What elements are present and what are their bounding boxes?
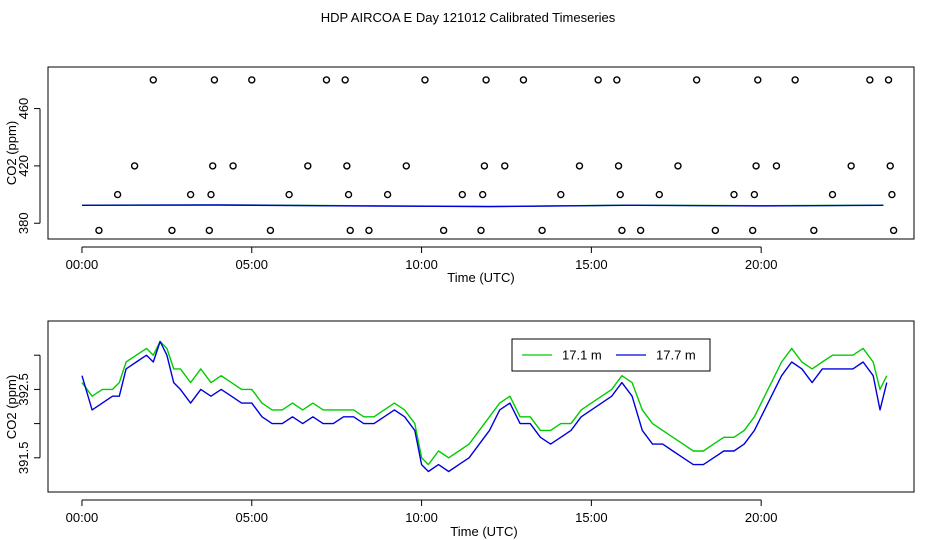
calibration-point: [752, 162, 760, 170]
calibration-point: [285, 190, 293, 199]
bottom-y-tick-label: 391.5: [16, 442, 31, 475]
calibration-point: [772, 162, 781, 170]
top-series-lines: [81, 204, 884, 208]
calibration-point: [95, 226, 103, 235]
calibration-point: [636, 226, 645, 235]
calibration-point: [730, 190, 738, 199]
legend-label-17-1: 17.1 m: [562, 348, 602, 363]
top-x-axis-label: Time (UTC): [447, 270, 514, 285]
calibration-point: [149, 76, 157, 84]
calibration-point: [439, 226, 448, 235]
legend-label-17-7: 17.7 m: [656, 348, 696, 363]
calibration-point: [791, 76, 799, 84]
legend: 17.1 m 17.7 m: [511, 338, 711, 372]
calibration-point: [594, 76, 602, 84]
calibration-point: [229, 162, 237, 170]
top-y-axis: 380 420 460: [16, 98, 41, 234]
bottom-series-lines: [81, 340, 888, 473]
top-y-tick-label: 380: [16, 212, 31, 234]
top-plot-frame: [47, 66, 915, 240]
calibration-point: [810, 226, 818, 235]
calibration-point: [477, 226, 485, 235]
calibration-point: [618, 226, 626, 235]
top-calibration-points: [95, 76, 898, 235]
calibration-point: [205, 226, 214, 235]
top-series-17-7-m: [81, 204, 884, 208]
calibration-point: [480, 162, 489, 170]
bottom-plot-frame: [47, 320, 915, 493]
calibration-point: [458, 190, 467, 199]
bottom-y-axis: 391.5 392.5: [16, 354, 41, 475]
top-x-tick-label: 00:00: [66, 257, 99, 272]
calibration-point: [613, 76, 621, 84]
calibration-point: [248, 76, 256, 84]
calibration-point: [344, 190, 353, 199]
bottom-x-tick-label: 15:00: [575, 510, 608, 525]
calibration-point: [866, 76, 874, 84]
calibration-point: [886, 162, 894, 170]
calibration-point: [346, 226, 354, 235]
calibration-point: [482, 76, 490, 84]
calibration-point: [614, 162, 623, 170]
bottom-x-tick-label: 05:00: [235, 510, 268, 525]
top-y-tick-label: 460: [16, 98, 31, 120]
calibration-point: [266, 226, 275, 235]
bottom-y-tick-label: 392.5: [16, 373, 31, 406]
calibration-point: [168, 226, 176, 235]
calibration-point: [478, 190, 487, 199]
calibration-point: [889, 226, 898, 235]
calibration-point: [304, 162, 312, 170]
calibration-point: [421, 76, 429, 84]
top-x-tick-label: 05:00: [235, 257, 268, 272]
top-x-tick-label: 20:00: [745, 257, 778, 272]
calibration-point: [692, 76, 701, 84]
calibration-point: [847, 162, 855, 170]
calibration-point: [322, 76, 331, 84]
calibration-point: [365, 226, 373, 235]
bottom-series-17-7-m: [81, 340, 888, 473]
calibration-point: [501, 162, 509, 170]
top-x-tick-label: 10:00: [405, 257, 438, 272]
calibration-point: [754, 76, 762, 84]
calibration-point: [538, 226, 546, 235]
top-y-tick-label: 420: [16, 155, 31, 177]
calibration-point: [130, 162, 139, 170]
calibration-point: [341, 76, 349, 84]
calibration-point: [519, 76, 528, 84]
calibration-point: [343, 162, 351, 170]
bottom-series-17-1-m: [81, 340, 888, 466]
bottom-x-tick-label: 20:00: [745, 510, 778, 525]
figure-title: HDP AIRCOA E Day 121012 Calibrated Times…: [321, 10, 616, 25]
bottom-x-tick-label: 10:00: [405, 510, 438, 525]
calibration-point: [186, 190, 195, 199]
top-x-axis: 00:00 05:00 10:00 15:00 20:00: [66, 246, 778, 272]
bottom-panel: 00:00 05:00 10:00 15:00 20:00 391.5 392.5 Tim…: [4, 320, 915, 539]
top-panel: 00:00 05:00 10:00 15:00 20:00 380 420 460 Time…: [4, 66, 915, 285]
top-x-tick-label: 15:00: [575, 257, 608, 272]
calibration-point: [575, 162, 584, 170]
bottom-x-axis: 00:00 05:00 10:00 15:00 20:00: [66, 499, 778, 525]
calibration-point: [884, 76, 893, 84]
calibration-point: [402, 162, 410, 170]
calibration-point: [674, 162, 682, 170]
bottom-x-tick-label: 00:00: [66, 510, 99, 525]
calibration-point: [616, 190, 624, 199]
calibration-point: [383, 190, 392, 199]
bottom-y-axis-label: CO2 (ppm): [4, 375, 19, 439]
calibration-point: [750, 190, 759, 199]
calibration-point: [210, 76, 219, 84]
calibration-point: [828, 190, 837, 199]
calibration-point: [557, 190, 565, 199]
calibration-point: [113, 190, 122, 199]
calibration-point: [711, 226, 720, 235]
calibration-point: [209, 162, 217, 170]
calibration-point: [748, 226, 757, 235]
bottom-x-axis-label: Time (UTC): [450, 524, 517, 539]
top-y-axis-label: CO2 (ppm): [4, 121, 19, 185]
calibration-point: [888, 190, 896, 199]
calibration-point: [655, 190, 663, 199]
calibration-point: [207, 190, 215, 199]
